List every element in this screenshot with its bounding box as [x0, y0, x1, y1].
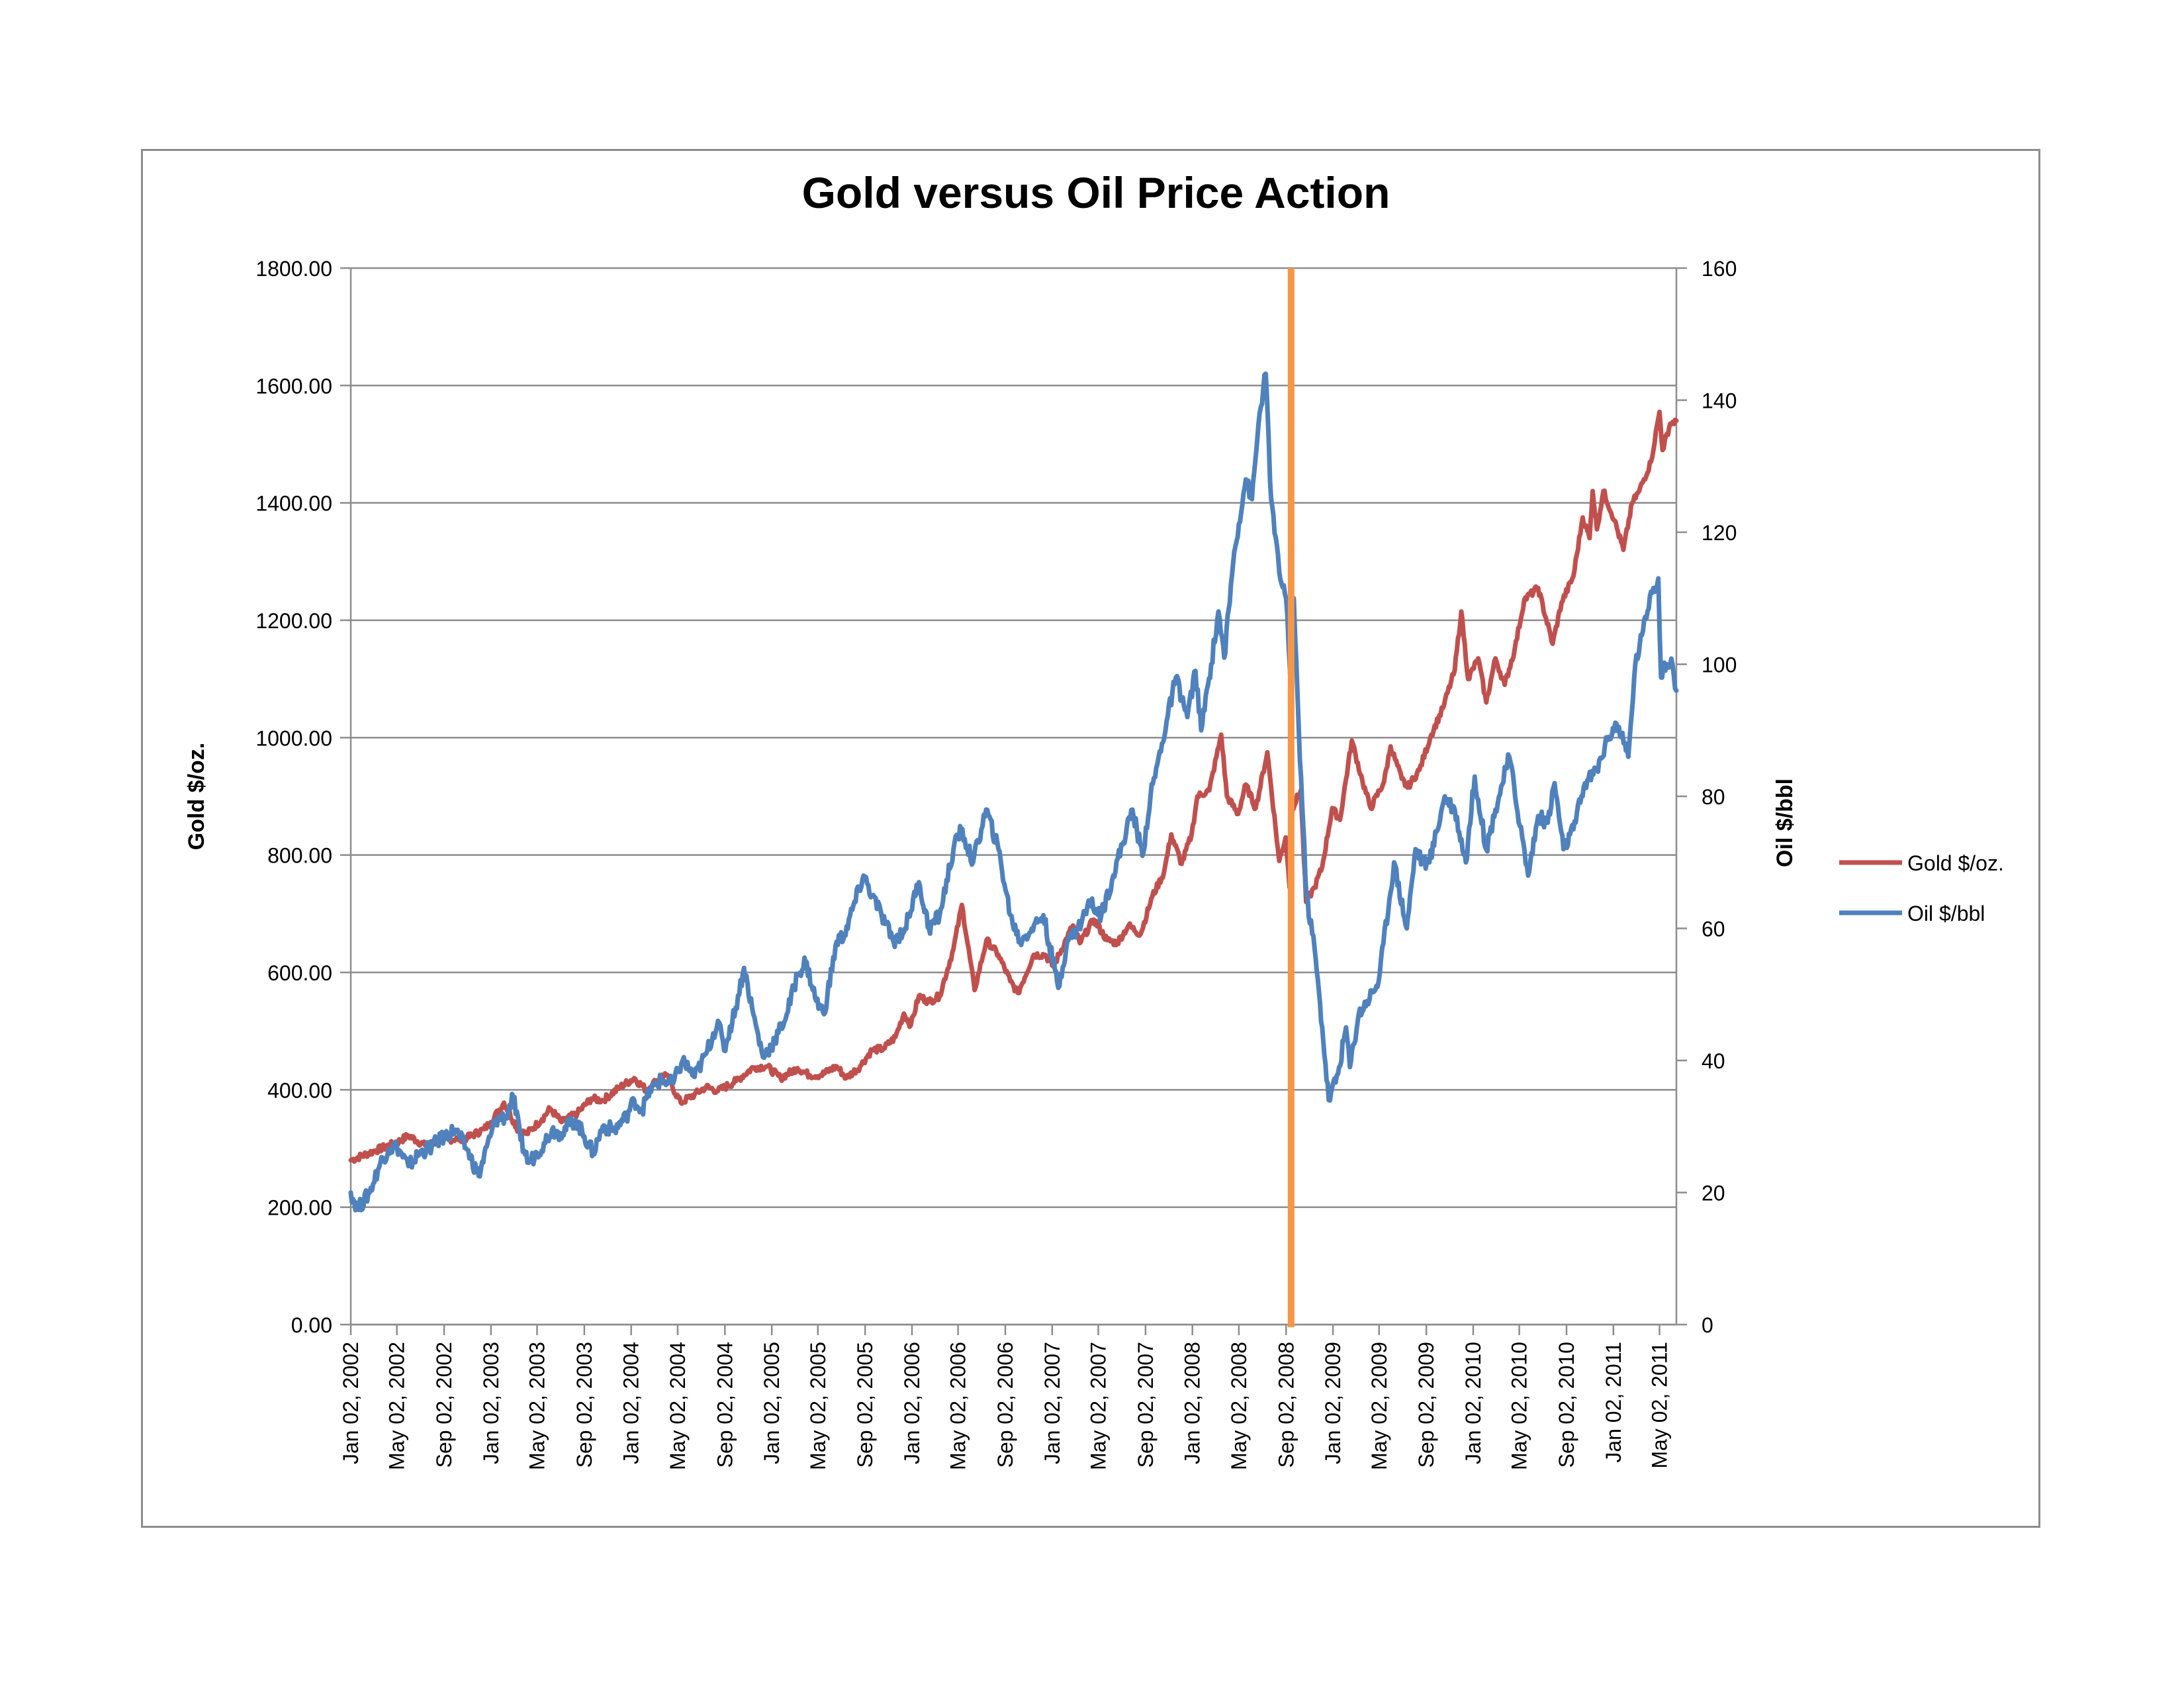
x-tick-label: May 02, 2007 — [1086, 1342, 1110, 1470]
x-tick-label: May 02, 2002 — [385, 1342, 409, 1470]
x-tick-label: Sep 02, 2008 — [1274, 1342, 1298, 1468]
right-tick-label: 60 — [1702, 917, 1725, 941]
axes — [349, 268, 1678, 1335]
left-axis-tick-labels: 0.00 200.00 400.00 600.00 800.00 1000.00 1200.… — [255, 257, 332, 1337]
series-line-oil — [348, 371, 1679, 1213]
x-tick-label: Sep 02, 2010 — [1555, 1342, 1578, 1468]
left-tick-label: 0.00 — [291, 1313, 332, 1337]
right-tick-label: 0 — [1702, 1313, 1713, 1337]
y-right-axis-label: Oil $/bbl — [1772, 778, 1797, 867]
x-tick-label: Jan 02, 2002 — [339, 1342, 363, 1464]
left-tick-label: 600.00 — [267, 961, 332, 985]
right-tick-label: 120 — [1702, 521, 1737, 545]
x-tick-label: May 02, 2009 — [1367, 1342, 1391, 1470]
right-tick-label: 160 — [1702, 257, 1737, 281]
x-tick-label: Sep 02, 2002 — [432, 1342, 456, 1468]
right-tick-label: 40 — [1702, 1049, 1725, 1073]
x-tick-label: May 02, 2004 — [666, 1342, 690, 1470]
chart-frame: Gold versus Oil Price Action 0.00 200.00 4… — [141, 149, 2040, 1528]
y-left-axis-label: Gold $/oz. — [184, 743, 209, 850]
legend: Gold $/oz. Oil $/bbl — [1839, 851, 2004, 925]
x-tick-label: May 02, 2003 — [525, 1342, 549, 1470]
left-tick-label: 400.00 — [267, 1078, 332, 1102]
legend-label: Gold $/oz. — [1907, 851, 2004, 875]
right-axis-tick-labels: 0 20 40 60 80 100 120 140 160 — [1702, 257, 1737, 1337]
x-tick-label: Jan 02, 2011 — [1602, 1342, 1625, 1463]
left-tick-label: 1000.00 — [255, 726, 332, 750]
left-tick-label: 200.00 — [267, 1196, 332, 1220]
x-tick-label: Sep 02, 2003 — [572, 1342, 596, 1468]
x-tick-label: May 02, 2010 — [1508, 1342, 1531, 1470]
x-tick-label: Jan 02, 2005 — [760, 1342, 784, 1464]
left-tick-label: 1200.00 — [255, 609, 332, 633]
x-tick-label: Jan 02, 2004 — [619, 1342, 643, 1464]
left-tick-label: 1800.00 — [255, 257, 332, 281]
x-axis-tick-labels: Jan 02, 2002 May 02, 2002 Sep 02, 2002 Jan … — [339, 1342, 1671, 1470]
x-tick-label: May 02, 2008 — [1227, 1342, 1251, 1470]
chart-svg: Gold versus Oil Price Action 0.00 200.00 4… — [184, 168, 2004, 1470]
x-tick-label: May 02, 2011 — [1647, 1342, 1671, 1469]
right-tick-label: 140 — [1702, 389, 1737, 413]
chart-title: Gold versus Oil Price Action — [802, 168, 1390, 217]
left-tick-label: 1600.00 — [255, 374, 332, 398]
x-tick-label: May 02, 2006 — [946, 1342, 970, 1470]
series-line-gold — [348, 409, 1679, 1164]
x-tick-label: Jan 02, 2006 — [900, 1342, 924, 1464]
x-tick-label: May 02, 2005 — [806, 1342, 830, 1470]
x-tick-label: Sep 02, 2009 — [1414, 1342, 1438, 1468]
left-tick-label: 800.00 — [267, 844, 332, 868]
right-tick-label: 100 — [1702, 653, 1737, 677]
legend-label: Oil $/bbl — [1907, 902, 1985, 925]
right-tick-label: 20 — [1702, 1182, 1725, 1205]
left-tick-label: 1400.00 — [255, 492, 332, 516]
x-tick-label: Jan 02, 2003 — [479, 1342, 503, 1464]
x-tick-label: Sep 02, 2007 — [1134, 1342, 1158, 1468]
right-tick-label: 80 — [1702, 785, 1725, 809]
x-tick-label: Jan 02, 2009 — [1321, 1342, 1345, 1464]
grid-lines — [340, 267, 1687, 1326]
x-tick-label: Jan 02, 2008 — [1181, 1342, 1205, 1464]
x-tick-label: Sep 02, 2004 — [713, 1342, 737, 1468]
series-lines — [348, 371, 1679, 1213]
x-tick-label: Jan 02, 2010 — [1461, 1342, 1485, 1464]
x-tick-label: Sep 02, 2006 — [993, 1342, 1017, 1468]
x-tick-label: Sep 02, 2005 — [853, 1342, 877, 1468]
x-tick-label: Jan 02, 2007 — [1040, 1342, 1064, 1464]
